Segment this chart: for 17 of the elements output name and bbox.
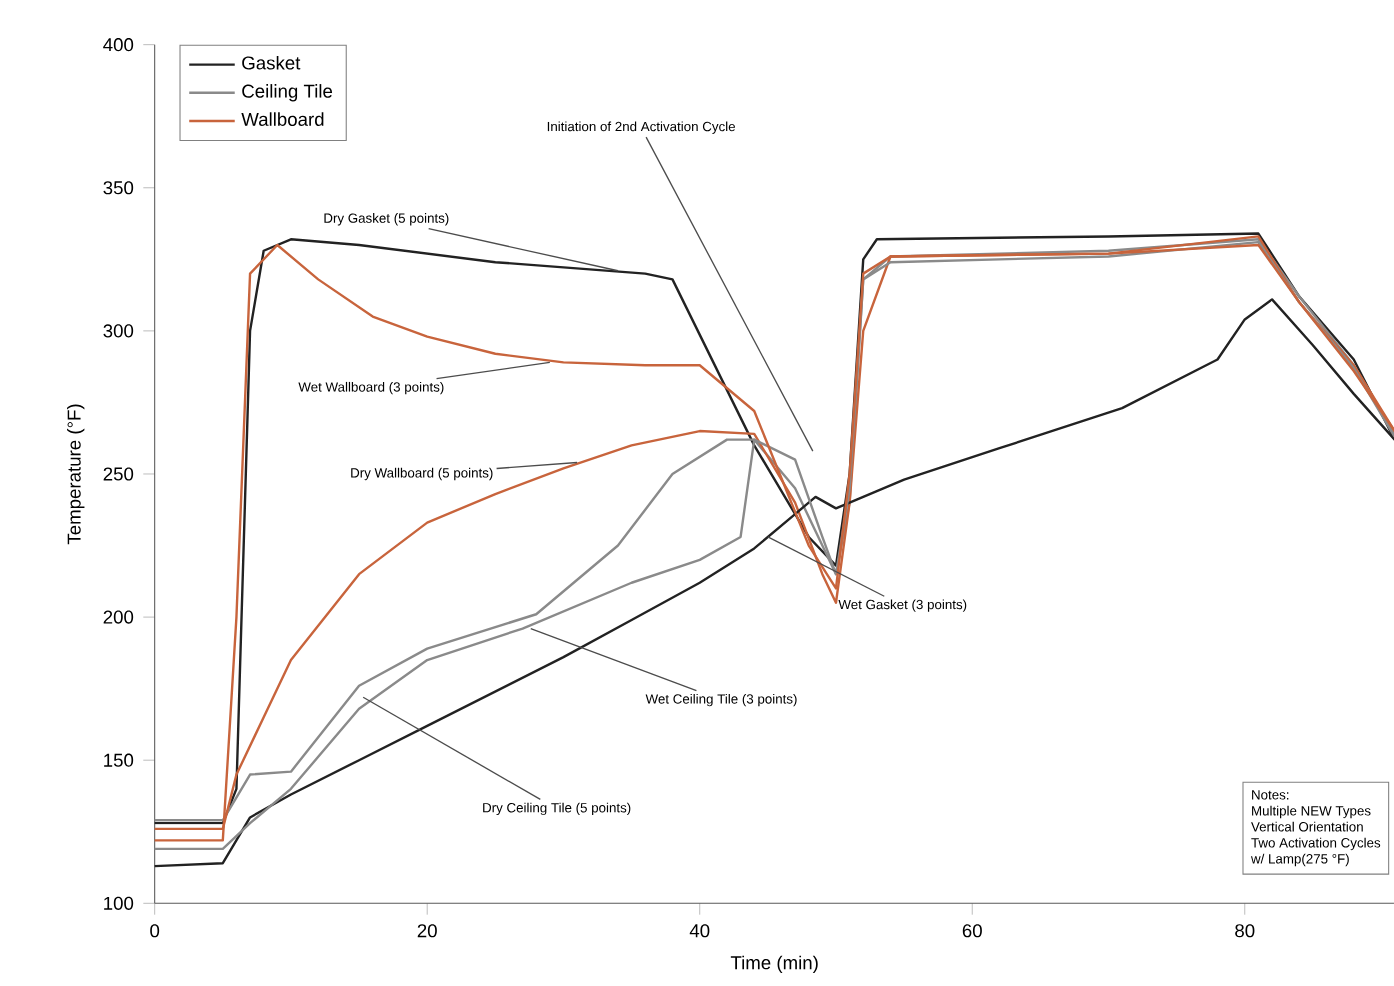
legend-label: Gasket [242, 55, 301, 70]
x-tick-label: 20 [417, 924, 437, 938]
y-tick-label: 150 [104, 753, 134, 767]
y-tick-label: 350 [103, 181, 134, 195]
x-tick-label: 60 [962, 924, 982, 938]
y-tick-label: 250 [103, 467, 134, 481]
legend-label: Wallboard [241, 112, 324, 126]
y-axis-title: Temperature (°F) [67, 404, 85, 545]
x-tick-label: 0 [150, 924, 160, 938]
y-tick-label: 100 [104, 896, 134, 910]
x-tick-label: 80 [1235, 924, 1255, 938]
y-tick-label: 300 [103, 324, 134, 338]
x-axis-title: Time (min) [730, 955, 818, 973]
legend-label: Ceiling Tile [242, 84, 333, 102]
y-tick-label: 200 [103, 610, 134, 624]
y-tick-label: 400 [103, 38, 134, 52]
x-tick-label: 40 [689, 924, 710, 938]
